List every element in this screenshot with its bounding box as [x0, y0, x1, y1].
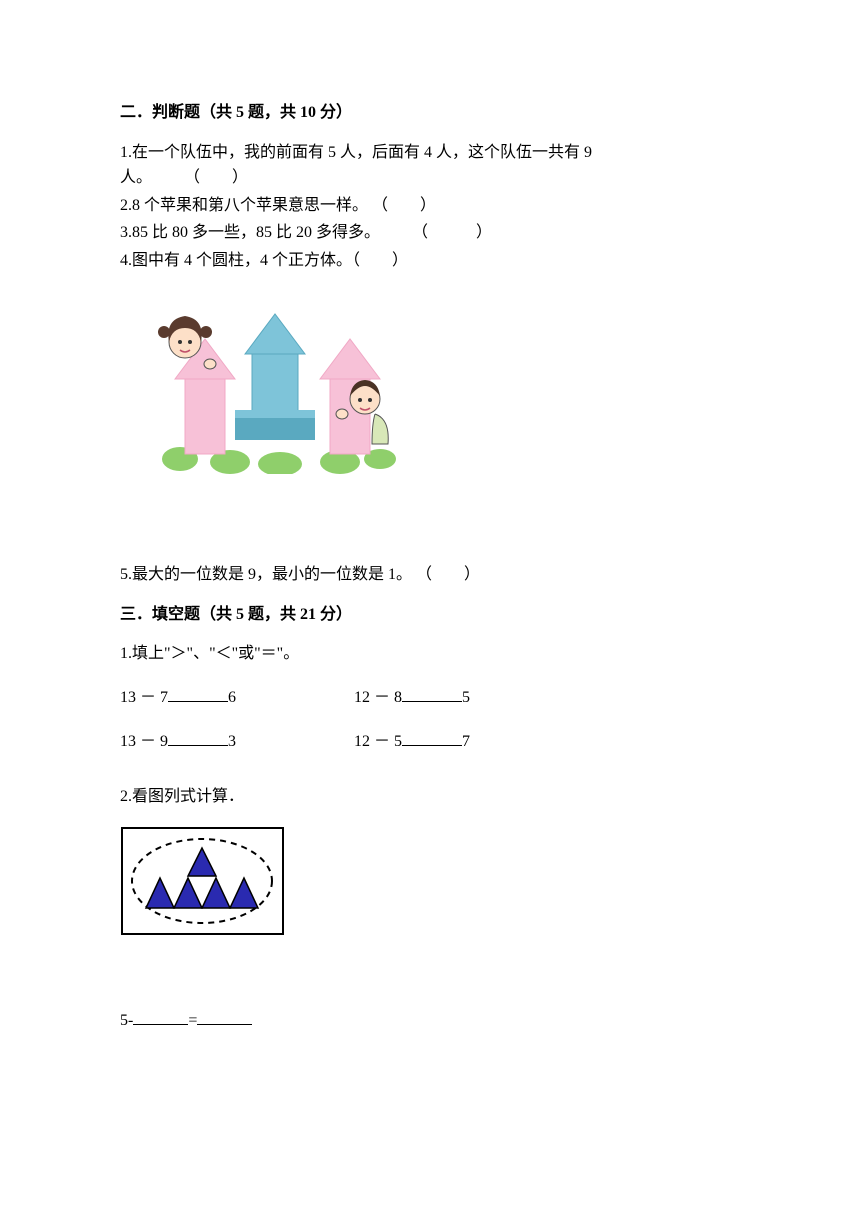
blank-3a [133, 1009, 188, 1025]
expr3-mid: = [188, 1012, 197, 1029]
q3-2-intro: 2.看图列式计算． [120, 784, 740, 810]
q2-4: 4.图中有 4 个圆柱，4 个正方体。（ ） [120, 248, 740, 274]
expr-1a-right: 6 [228, 689, 236, 706]
expr-1b-right: 5 [462, 689, 470, 706]
q3-1-row1: 13 － 7 6 12 － 8 5 [120, 685, 740, 711]
q2-1: 1.在一个队伍中，我的前面有 5 人，后面有 4 人，这个队伍一共有 9 人。 … [120, 140, 740, 191]
section-2-heading: 二．判断题（共 5 题，共 10 分） [120, 100, 740, 126]
q2-5: 5.最大的一位数是 9，最小的一位数是 1。 （ ） [120, 562, 740, 588]
q3-1-intro: 1.填上"＞"、"＜"或"＝"。 [120, 641, 740, 667]
expr-2b-left: 12 － 5 [354, 733, 402, 750]
q2-2: 2.8 个苹果和第八个苹果意思一样。 （ ） [120, 193, 740, 219]
blank-1a [168, 686, 228, 702]
expr-2a-right: 3 [228, 733, 236, 750]
triangle-figure [120, 826, 740, 945]
blank-3b [197, 1009, 252, 1025]
expr3-left: 5- [120, 1012, 133, 1029]
blank-1b [402, 686, 462, 702]
blocks-svg [140, 284, 400, 474]
blocks-figure [140, 284, 740, 483]
expr-2b-right: 7 [462, 733, 470, 750]
blank-2b [402, 730, 462, 746]
expr-1b-left: 12 － 8 [354, 689, 402, 706]
section-3-heading: 三．填空题（共 5 题，共 21 分） [120, 602, 740, 628]
expr-1a-left: 13 － 7 [120, 689, 168, 706]
q2-3: 3.85 比 80 多一些，85 比 20 多得多。 （ ） [120, 220, 740, 246]
q3-2-expression: 5- = [120, 1008, 740, 1034]
expr-2a-left: 13 － 9 [120, 733, 168, 750]
triangle-svg [120, 826, 285, 936]
q2-1-line1: 1.在一个队伍中，我的前面有 5 人，后面有 4 人，这个队伍一共有 9 [120, 140, 740, 166]
blank-2a [168, 730, 228, 746]
q3-1-row2: 13 － 9 3 12 － 5 7 [120, 729, 740, 755]
q2-1-line2: 人。 （ ） [120, 165, 740, 191]
